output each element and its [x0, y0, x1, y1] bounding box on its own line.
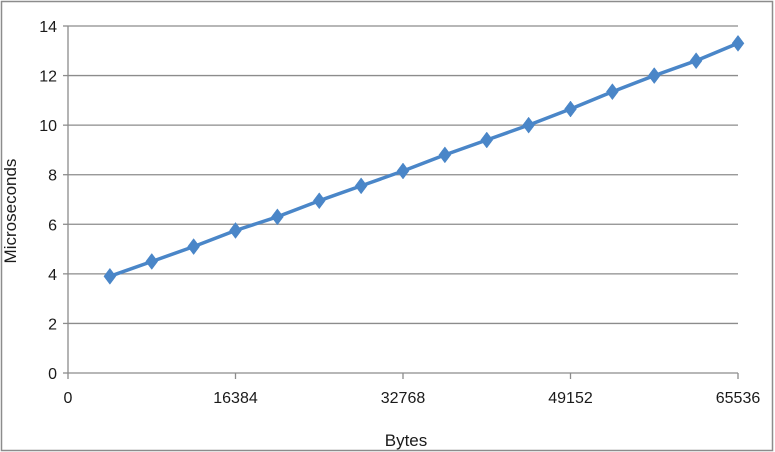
y-tick-label: 12 — [39, 69, 57, 86]
data-point-marker — [689, 52, 703, 70]
data-point-marker — [522, 116, 535, 134]
y-tick-label: 14 — [39, 19, 57, 36]
data-point-marker — [354, 177, 368, 195]
series-layer — [103, 34, 745, 285]
gridlines — [68, 25, 738, 325]
data-point-marker — [731, 34, 745, 52]
x-tick-label: 16384 — [213, 390, 258, 407]
data-point-marker — [606, 83, 619, 101]
data-point-marker — [438, 146, 452, 164]
y-axis-title: Microseconds — [1, 159, 20, 264]
y-tick-label: 0 — [48, 366, 57, 383]
x-axis-title: Bytes — [385, 431, 428, 450]
data-point-marker — [564, 100, 577, 118]
x-tick-label: 32768 — [381, 390, 426, 407]
data-point-marker — [396, 162, 410, 180]
data-point-marker — [103, 267, 117, 285]
tick-labels: 0 2 4 6 8 10 12 14 0 16384 32768 49152 65536 — [39, 19, 760, 407]
y-tick-label: 8 — [48, 168, 57, 185]
y-tick-label: 2 — [48, 316, 57, 333]
data-point-marker — [187, 238, 200, 256]
axes — [63, 25, 739, 379]
y-tick-label: 6 — [48, 217, 57, 234]
x-tick-label: 0 — [64, 390, 73, 407]
data-point-marker — [647, 67, 661, 84]
series-line — [109, 41, 739, 278]
data-point-marker — [229, 222, 242, 239]
data-point-marker — [312, 192, 326, 210]
y-tick-label: 10 — [39, 118, 57, 135]
data-point-marker — [480, 131, 494, 149]
x-tick-label: 65536 — [716, 390, 761, 407]
x-tick-label: 49152 — [548, 390, 593, 407]
data-point-marker — [145, 253, 159, 270]
data-point-marker — [271, 208, 284, 226]
y-tick-label: 4 — [48, 267, 57, 284]
